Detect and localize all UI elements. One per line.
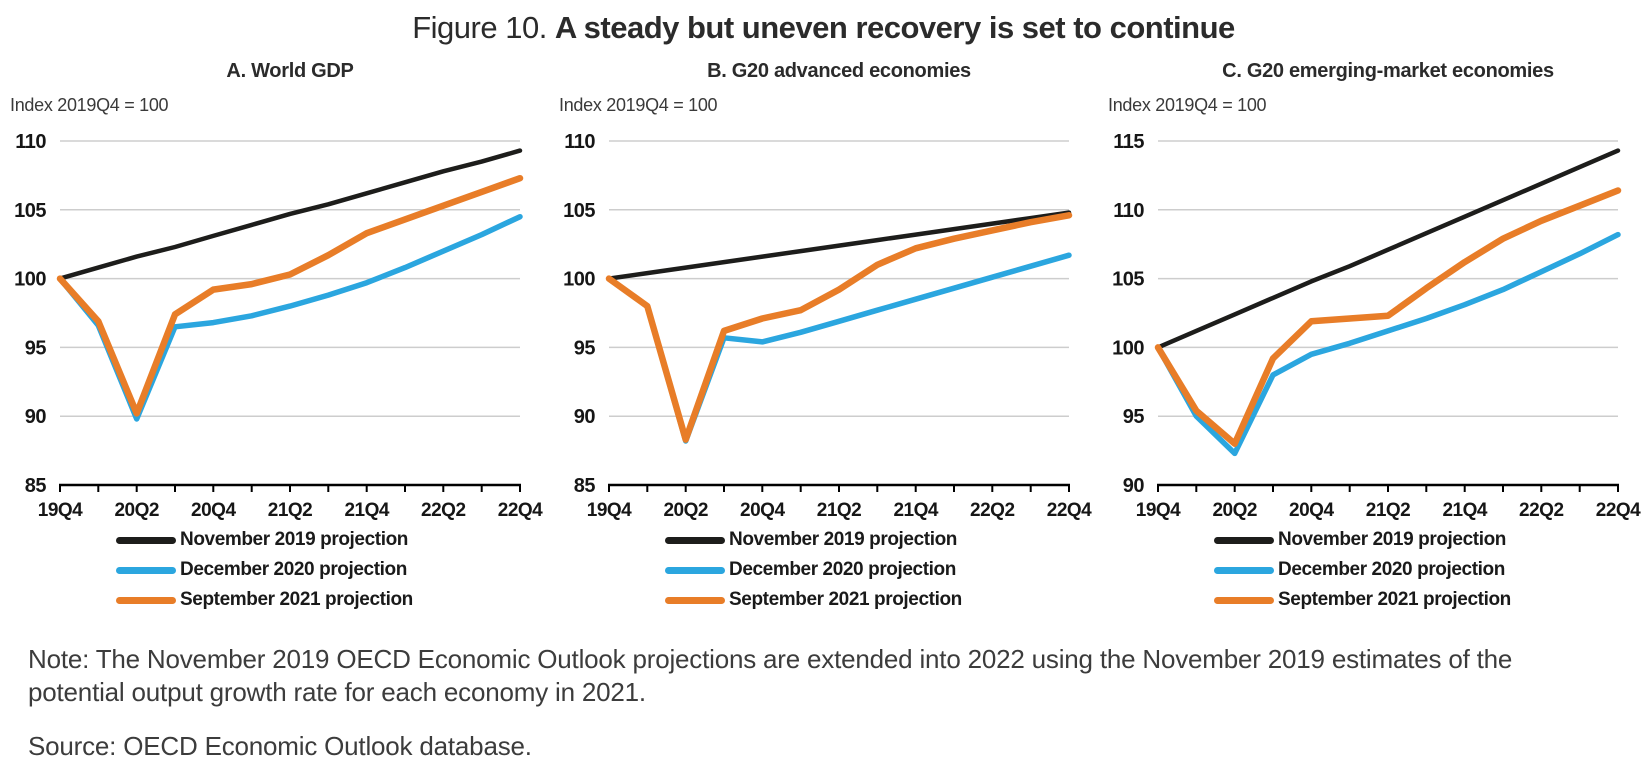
figure-number: Figure 10. [412, 10, 547, 45]
svg-text:95: 95 [25, 337, 47, 359]
figure-note: Note: The November 2019 OECD Economic Ou… [28, 644, 1513, 708]
figure-source: Source: OECD Economic Outlook database. [28, 731, 532, 762]
svg-text:110: 110 [564, 131, 595, 153]
svg-text:105: 105 [1112, 269, 1144, 291]
panel-title: B. G20 advanced economies [707, 60, 971, 82]
svg-text:21Q2: 21Q2 [817, 500, 861, 521]
svg-text:19Q4: 19Q4 [38, 500, 83, 521]
svg-text:22Q2: 22Q2 [1519, 500, 1563, 521]
svg-text:100: 100 [14, 269, 46, 291]
panel-g20-emerging: C. G20 emerging-market economies Index 2… [1098, 54, 1647, 619]
panel-g20-advanced: B. G20 advanced economies Index 2019Q4 =… [549, 54, 1098, 619]
legend-item-november-2019: November 2019 projection [1214, 529, 1647, 551]
figure-title-text: A steady but uneven recovery is set to c… [554, 10, 1235, 45]
svg-text:20Q4: 20Q4 [1289, 500, 1334, 521]
legend-label: September 2021 projection [180, 589, 413, 610]
legend-item-december-2020: December 2020 projection [116, 559, 549, 581]
legend-line-swatch-orange [1214, 596, 1274, 604]
svg-text:95: 95 [574, 337, 596, 359]
legend-label: December 2020 projection [180, 559, 407, 580]
svg-text:95: 95 [1123, 406, 1145, 428]
legend-item-september-2021: September 2021 projection [1214, 589, 1647, 611]
svg-text:90: 90 [1123, 475, 1145, 497]
panel-title: A. World GDP [226, 60, 354, 82]
legend-line-swatch-black [116, 536, 176, 544]
svg-text:19Q4: 19Q4 [1136, 500, 1181, 521]
legend: November 2019 projection December 2020 p… [116, 529, 549, 611]
legend-item-november-2019: November 2019 projection [665, 529, 1098, 551]
axis-unit-note: Index 2019Q4 = 100 [10, 95, 169, 115]
svg-text:20Q4: 20Q4 [740, 500, 785, 521]
svg-text:20Q2: 20Q2 [1212, 500, 1256, 521]
legend: November 2019 projection December 2020 p… [1214, 529, 1647, 611]
legend-label: September 2021 projection [1278, 589, 1511, 610]
axis-unit-note: Index 2019Q4 = 100 [1108, 95, 1267, 115]
svg-text:22Q4: 22Q4 [498, 500, 543, 521]
legend-label: November 2019 projection [1278, 529, 1506, 550]
legend-label: December 2020 projection [729, 559, 956, 580]
svg-text:110: 110 [15, 131, 46, 153]
line-chart-g20-advanced: 85 90 95 100 105 110 19Q4 20Q2 20Q4 21Q2 21Q4 22Q2 2… [563, 131, 1093, 521]
legend-line-swatch-orange [116, 596, 176, 604]
svg-text:22Q2: 22Q2 [970, 500, 1014, 521]
legend-line-swatch-black [665, 536, 725, 544]
panel-title: C. G20 emerging-market economies [1222, 60, 1554, 82]
svg-text:21Q2: 21Q2 [268, 500, 312, 521]
line-chart-world-gdp: 85 90 95 100 105 110 19Q4 20Q2 20Q4 21Q2 21Q4 22Q2 2… [14, 131, 544, 521]
figure-title: Figure 10. A steady but uneven recovery i… [0, 0, 1647, 46]
svg-text:20Q2: 20Q2 [663, 500, 707, 521]
legend-item-december-2020: December 2020 projection [665, 559, 1098, 581]
svg-text:85: 85 [25, 475, 47, 497]
legend-item-september-2021: September 2021 projection [665, 589, 1098, 611]
svg-text:20Q4: 20Q4 [191, 500, 236, 521]
legend: November 2019 projection December 2020 p… [665, 529, 1098, 611]
legend-line-swatch-blue [665, 566, 725, 574]
legend-label: November 2019 projection [729, 529, 957, 550]
axis-unit-note: Index 2019Q4 = 100 [559, 95, 718, 115]
panel-world-gdp: A. World GDP Index 2019Q4 = 100 85 90 95 10… [0, 54, 549, 619]
svg-text:20Q2: 20Q2 [114, 500, 158, 521]
svg-text:21Q4: 21Q4 [1442, 500, 1487, 521]
legend-line-swatch-black [1214, 536, 1274, 544]
line-chart-g20-emerging: 90 95 100 105 110 115 19Q4 20Q2 20Q4 21Q2 21Q4 22Q2… [1112, 131, 1642, 521]
legend-item-november-2019: November 2019 projection [116, 529, 549, 551]
svg-text:90: 90 [574, 406, 596, 428]
svg-text:22Q2: 22Q2 [421, 500, 465, 521]
svg-text:21Q4: 21Q4 [344, 500, 389, 521]
svg-text:22Q4: 22Q4 [1596, 500, 1641, 521]
legend-line-swatch-orange [665, 596, 725, 604]
legend-label: September 2021 projection [729, 589, 962, 610]
chart-panels: A. World GDP Index 2019Q4 = 100 85 90 95 10… [0, 54, 1647, 619]
svg-text:21Q2: 21Q2 [1366, 500, 1410, 521]
svg-text:21Q4: 21Q4 [893, 500, 938, 521]
svg-text:85: 85 [574, 475, 596, 497]
legend-item-september-2021: September 2021 projection [116, 589, 549, 611]
svg-text:100: 100 [1112, 337, 1144, 359]
svg-text:19Q4: 19Q4 [587, 500, 632, 521]
svg-text:100: 100 [563, 269, 595, 291]
svg-text:90: 90 [25, 406, 47, 428]
svg-text:22Q4: 22Q4 [1047, 500, 1092, 521]
legend-label: December 2020 projection [1278, 559, 1505, 580]
legend-item-december-2020: December 2020 projection [1214, 559, 1647, 581]
legend-line-swatch-blue [1214, 566, 1274, 574]
legend-label: November 2019 projection [180, 529, 408, 550]
svg-text:110: 110 [1113, 200, 1144, 222]
svg-text:115: 115 [1113, 131, 1144, 153]
legend-line-swatch-blue [116, 566, 176, 574]
svg-text:105: 105 [14, 200, 46, 222]
svg-text:105: 105 [563, 200, 595, 222]
